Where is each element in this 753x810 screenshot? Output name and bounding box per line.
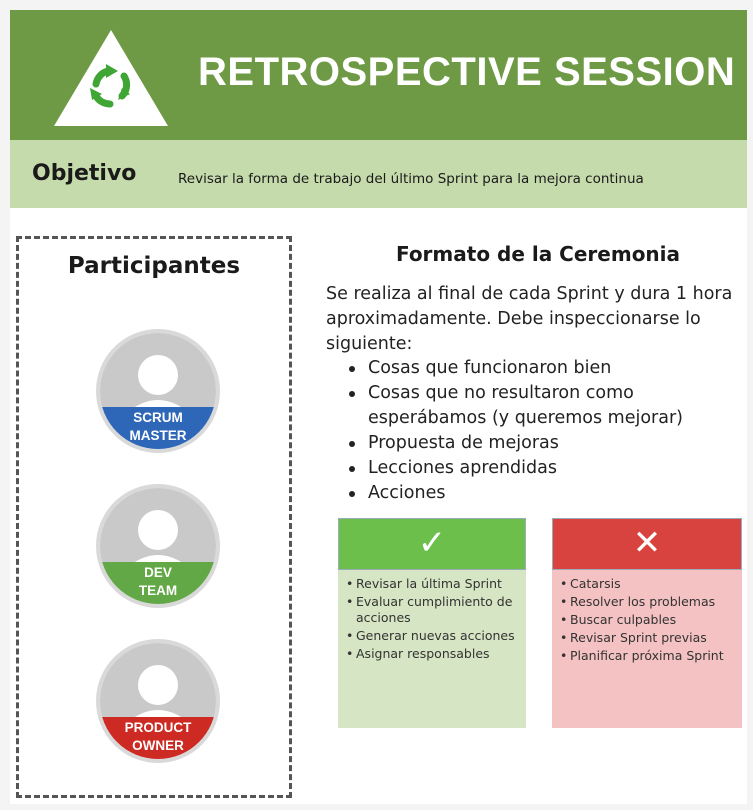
- check-icon: ✓: [417, 523, 447, 563]
- participants-panel: Participantes SCRUM MASTER DEV TEAM: [16, 236, 292, 798]
- role-label-line1: DEV: [144, 565, 172, 580]
- list-item: Generar nuevas acciones: [344, 628, 520, 644]
- person-avatar-icon: [100, 488, 216, 604]
- format-list: Cosas que funcionaron bien Cosas que no …: [344, 356, 744, 506]
- role-label-line2: TEAM: [138, 583, 178, 598]
- list-item: Cosas que funcionaron bien: [344, 356, 744, 381]
- bad-box-body: Catarsis Resolver los problemas Buscar c…: [552, 570, 742, 728]
- page-title: RETROSPECTIVE SESSION: [198, 50, 736, 94]
- header-banner: RETROSPECTIVE SESSION: [10, 10, 747, 140]
- participants-title: Participantes: [67, 253, 241, 279]
- role-label-line2: OWNER: [132, 738, 184, 753]
- good-practices-box: ✓ Revisar la última Sprint Evaluar cumpl…: [338, 518, 526, 728]
- list-item: Acciones: [344, 481, 744, 506]
- list-item: Catarsis: [558, 576, 736, 592]
- objective-label: Objetivo: [32, 161, 137, 186]
- cross-icon: ✕: [632, 523, 662, 563]
- list-item: Resolver los problemas: [558, 594, 736, 610]
- recycle-arrows-triangle-icon: [54, 30, 168, 126]
- objective-band: Objetivo Revisar la forma de trabajo del…: [10, 140, 747, 208]
- list-item: Revisar Sprint previas: [558, 630, 736, 646]
- role-dev-team: DEV TEAM: [96, 484, 220, 608]
- list-item: Lecciones aprendidas: [344, 456, 744, 481]
- good-box-header: ✓: [338, 518, 526, 570]
- bad-box-header: ✕: [552, 518, 742, 570]
- format-intro: Se realiza al final de cada Sprint y dur…: [326, 284, 733, 354]
- role-scrum-master: SCRUM MASTER: [96, 329, 220, 453]
- list-item: Revisar la última Sprint: [344, 576, 520, 592]
- list-item: Cosas que no resultaron como esperábamos…: [344, 381, 744, 431]
- person-avatar-icon: [100, 643, 216, 759]
- role-product-owner: PRODUCT OWNER: [96, 639, 220, 763]
- bad-practices-box: ✕ Catarsis Resolver los problemas Buscar…: [552, 518, 742, 728]
- role-label-line2: MASTER: [129, 428, 187, 443]
- infographic: RETROSPECTIVE SESSION Objetivo Revisar l…: [10, 10, 747, 804]
- list-item: Buscar culpables: [558, 612, 736, 628]
- objective-text: Revisar la forma de trabajo del último S…: [178, 171, 644, 187]
- list-item: Asignar responsables: [344, 646, 520, 662]
- list-item: Planificar próxima Sprint: [558, 648, 736, 664]
- format-title: Formato de la Ceremonia: [395, 242, 681, 266]
- person-avatar-icon: [100, 333, 216, 449]
- list-item: Evaluar cumplimiento de acciones: [344, 594, 520, 626]
- list-item: Propuesta de mejoras: [344, 431, 744, 456]
- role-label-line1: SCRUM: [133, 410, 183, 425]
- good-box-body: Revisar la última Sprint Evaluar cumplim…: [338, 570, 526, 728]
- role-label-line1: PRODUCT: [124, 720, 192, 735]
